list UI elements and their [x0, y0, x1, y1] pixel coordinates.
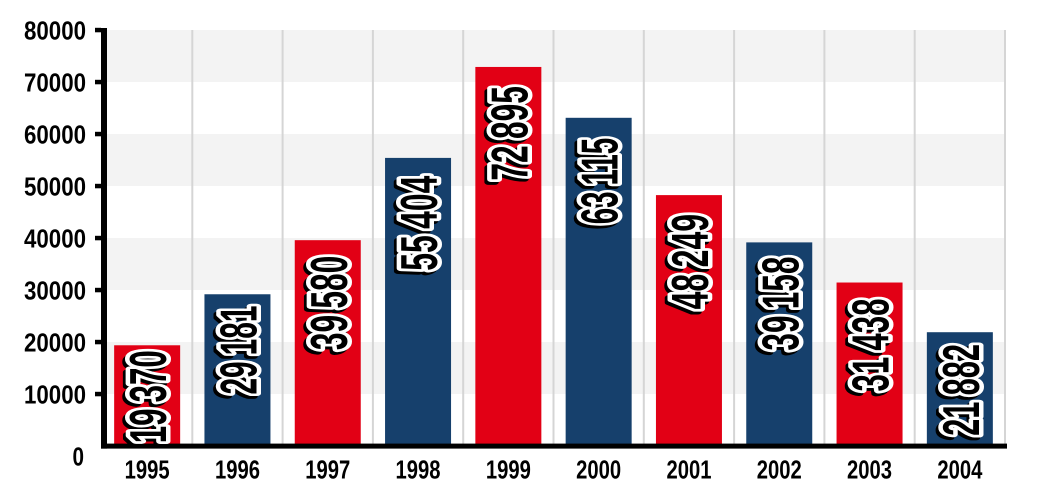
svg-text:70000: 70000: [24, 67, 86, 97]
svg-text:1995: 1995: [125, 455, 170, 485]
svg-text:29 181: 29 181: [210, 306, 268, 395]
svg-text:21 882: 21 882: [933, 344, 991, 436]
svg-text:30000: 30000: [24, 275, 86, 305]
svg-text:31 438: 31 438: [840, 302, 898, 395]
svg-text:60000: 60000: [24, 119, 86, 149]
svg-text:48 249: 48 249: [662, 214, 720, 310]
svg-text:0: 0: [73, 441, 85, 471]
svg-text:19 370: 19 370: [120, 350, 178, 443]
svg-text:40000: 40000: [24, 223, 86, 253]
svg-text:63 115: 63 115: [569, 141, 627, 228]
svg-text:1997: 1997: [305, 455, 350, 485]
svg-text:2000: 2000: [576, 455, 621, 485]
svg-text:39 158: 39 158: [749, 260, 807, 354]
svg-text:1996: 1996: [215, 455, 260, 485]
svg-text:63 115: 63 115: [572, 138, 630, 225]
svg-text:31 438: 31 438: [843, 299, 901, 392]
svg-text:10000: 10000: [24, 379, 86, 409]
svg-text:39 580: 39 580: [301, 256, 359, 351]
svg-text:21 882: 21 882: [930, 347, 988, 439]
svg-text:20000: 20000: [24, 327, 86, 357]
svg-text:48 249: 48 249: [659, 217, 717, 313]
svg-text:2002: 2002: [757, 455, 802, 485]
svg-text:39 158: 39 158: [752, 257, 810, 351]
svg-text:50000: 50000: [24, 171, 86, 201]
svg-text:55 404: 55 404: [391, 176, 449, 271]
svg-text:39 580: 39 580: [298, 259, 356, 354]
svg-text:72 895: 72 895: [478, 89, 536, 184]
svg-text:55 404: 55 404: [388, 179, 446, 274]
svg-text:72 895: 72 895: [481, 86, 539, 181]
svg-text:29 181: 29 181: [207, 309, 265, 398]
svg-text:1999: 1999: [486, 455, 531, 485]
svg-text:2001: 2001: [666, 455, 711, 485]
svg-text:2003: 2003: [847, 455, 892, 485]
svg-text:2004: 2004: [937, 455, 982, 485]
svg-text:80000: 80000: [24, 15, 86, 45]
svg-text:1998: 1998: [396, 455, 441, 485]
svg-text:19 370: 19 370: [117, 353, 175, 446]
